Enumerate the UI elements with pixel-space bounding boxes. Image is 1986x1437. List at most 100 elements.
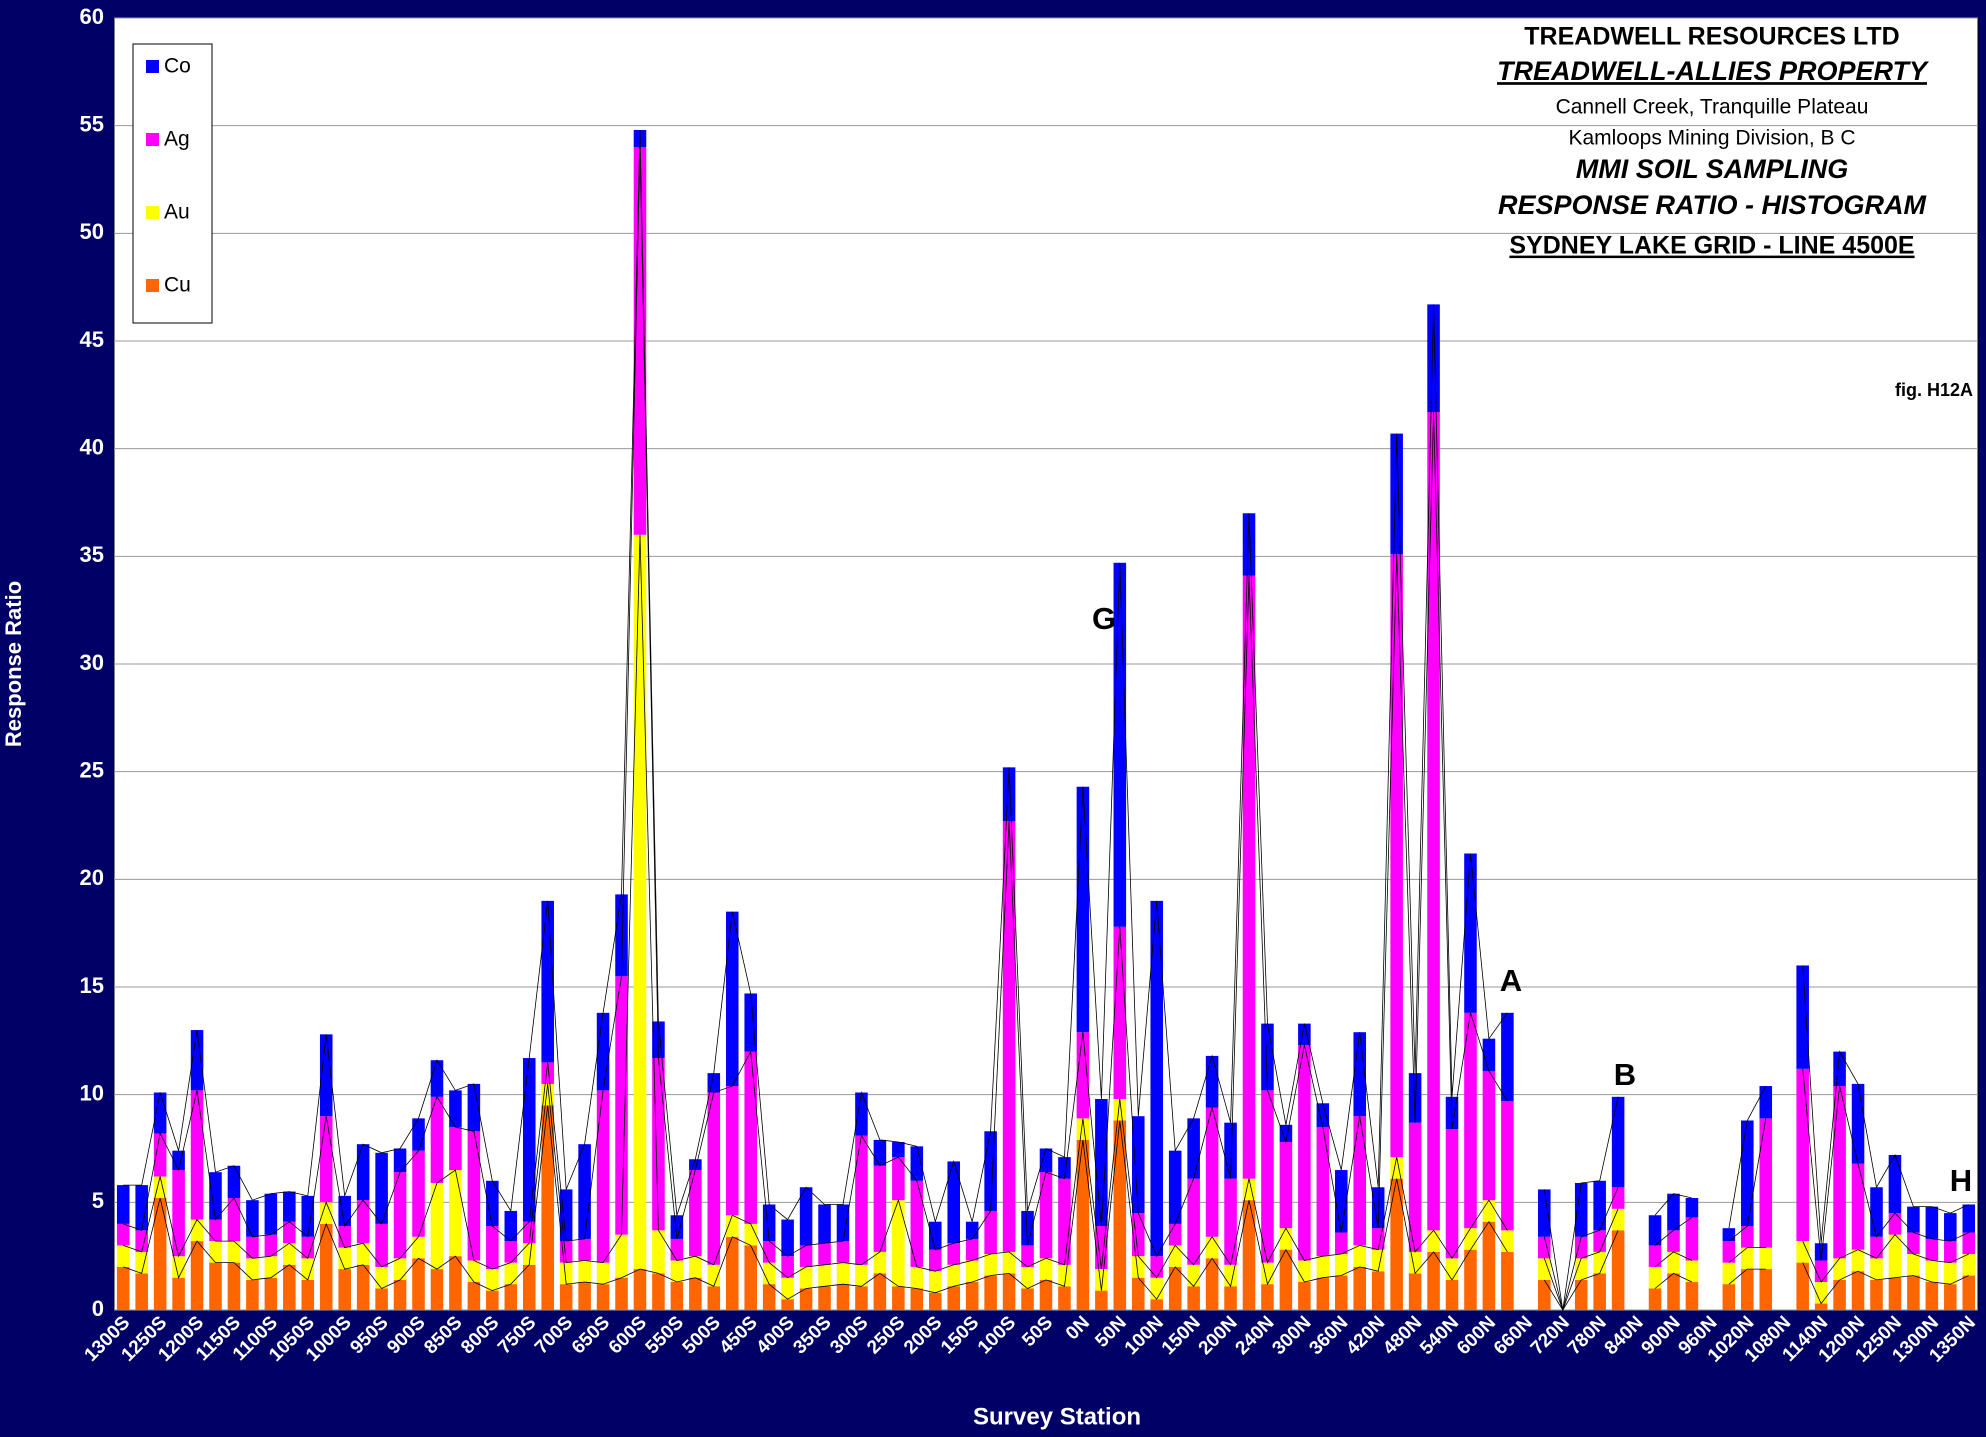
bar-segment [1741, 1120, 1754, 1227]
bar-segment [522, 1243, 536, 1265]
bar-segment [1538, 1236, 1551, 1259]
bar-segment [1353, 1116, 1367, 1246]
bar-segment [1611, 1187, 1625, 1209]
bar-segment [1150, 1277, 1164, 1300]
bar-segment [190, 1030, 204, 1091]
bar-segment [1335, 1275, 1348, 1310]
y-tick-label: 25 [80, 757, 104, 782]
bar-segment [1648, 1288, 1662, 1310]
bar-segment [356, 1243, 370, 1265]
legend-label: Co [164, 55, 191, 78]
bar-segment [1076, 1032, 1090, 1119]
bar-segment [1685, 1217, 1699, 1261]
bar-segment [504, 1210, 518, 1242]
bar-segment [1205, 1107, 1219, 1237]
bar-segment [965, 1221, 979, 1239]
bar-segment [892, 1286, 905, 1310]
bar-segment [1445, 1258, 1459, 1280]
bar-segment [1685, 1260, 1699, 1283]
figure-note: fig. H12A [1895, 380, 1973, 400]
bar-segment [1759, 1269, 1773, 1310]
bar-segment [725, 1215, 739, 1237]
bar-segment [799, 1288, 813, 1310]
bar-segment [892, 1142, 905, 1158]
bar-segment [467, 1260, 481, 1283]
bar-segment [1445, 1129, 1459, 1259]
bar-segment [1482, 1200, 1496, 1222]
bar-segment [1962, 1275, 1976, 1310]
bar-segment [1741, 1226, 1754, 1248]
bar-segment [227, 1198, 241, 1242]
bar-segment [1335, 1170, 1348, 1233]
bar-segment [578, 1260, 591, 1283]
bar-segment [799, 1245, 813, 1267]
bar-segment [1722, 1241, 1736, 1263]
bar-segment [1574, 1236, 1588, 1259]
bar-segment [1888, 1277, 1902, 1310]
bar-segment [153, 1176, 167, 1199]
bar-segment [1722, 1262, 1736, 1285]
bar-segment [1648, 1245, 1662, 1267]
bar-segment [412, 1236, 425, 1259]
bar-segment [1482, 1070, 1496, 1201]
bar-segment [1058, 1286, 1071, 1310]
bar-segment [1907, 1232, 1920, 1255]
bar-segment [799, 1266, 813, 1289]
bar-segment [615, 976, 628, 1235]
bar-segment [467, 1083, 481, 1132]
bar-segment [283, 1191, 296, 1222]
bar-segment [264, 1256, 278, 1278]
y-tick-label: 55 [80, 111, 104, 136]
bar-segment [1667, 1273, 1680, 1310]
bar-segment [984, 1254, 997, 1276]
bar-segment [1667, 1193, 1680, 1231]
bar-segment [319, 1202, 333, 1224]
bar-segment [596, 1284, 610, 1310]
bar-segment [910, 1266, 924, 1289]
bar-segment [1021, 1288, 1034, 1310]
bar-segment [319, 1116, 333, 1203]
bar-segment [1224, 1264, 1237, 1287]
bar-segment [762, 1262, 776, 1285]
bar-segment [744, 1245, 757, 1310]
bar-segment [1132, 1277, 1145, 1310]
bar-segment [615, 1234, 628, 1278]
bar-segment [836, 1241, 850, 1263]
bar-segment [1593, 1251, 1606, 1274]
bar-segment [1408, 1122, 1422, 1252]
bar-segment [1187, 1264, 1200, 1287]
bar-segment [1907, 1254, 1920, 1276]
bar-segment [1279, 1124, 1293, 1143]
bar-segment [1316, 1256, 1330, 1278]
annotation: G [1092, 601, 1116, 636]
bar-segment [1851, 1271, 1865, 1310]
bar-segment [356, 1144, 370, 1201]
bar-segment [1113, 1098, 1127, 1121]
bar-segment [781, 1299, 794, 1310]
bar-segment [1298, 1260, 1311, 1283]
bar-segment [596, 1262, 610, 1285]
bar-segment [781, 1256, 794, 1278]
bar-segment [1464, 1012, 1477, 1229]
bar-segment [1741, 1247, 1754, 1270]
bar-segment [984, 1131, 997, 1211]
legend-swatch [146, 60, 159, 73]
bar-segment [1501, 1230, 1514, 1252]
y-tick-label: 20 [80, 865, 104, 890]
bar-segment [1482, 1221, 1496, 1310]
bar-segment [1076, 1118, 1090, 1140]
bar-segment [246, 1279, 259, 1310]
bar-segment [1538, 1258, 1551, 1280]
bar-segment [744, 1223, 757, 1246]
bar-segment [1408, 1073, 1422, 1123]
bars [116, 129, 1976, 1310]
bar-segment [375, 1288, 388, 1310]
bar-segment [578, 1282, 591, 1310]
bar-segment [1464, 853, 1477, 1013]
bar-segment [1464, 1228, 1477, 1250]
bar-segment [522, 1264, 536, 1310]
bar-segment [947, 1286, 960, 1310]
bar-segment [209, 1262, 222, 1310]
bar-segment [1002, 767, 1016, 822]
